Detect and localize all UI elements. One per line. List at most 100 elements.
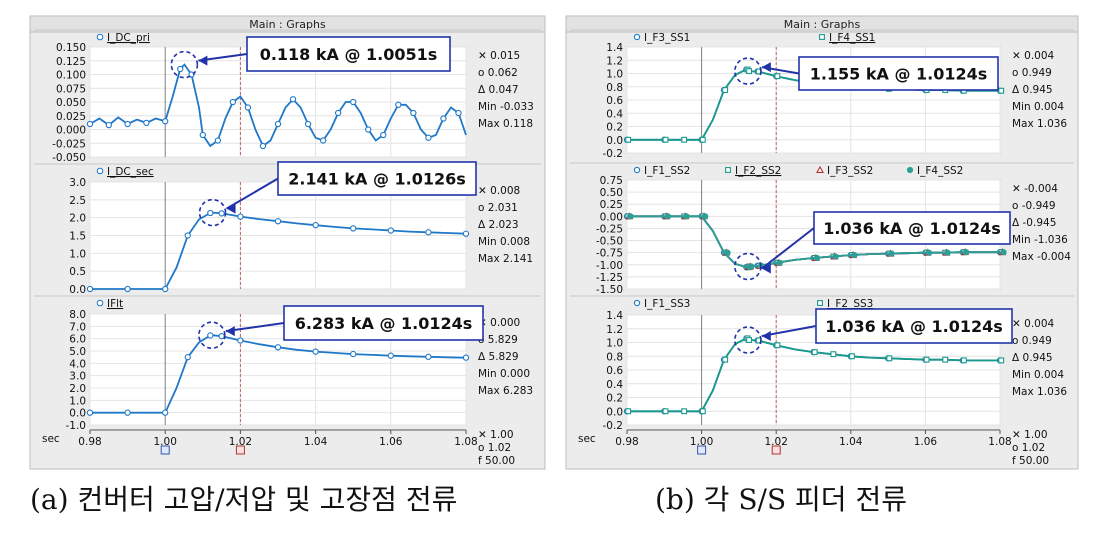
data-point bbox=[722, 87, 729, 94]
data-point bbox=[380, 131, 387, 139]
time-axis-unit: sec bbox=[42, 433, 60, 445]
y-tick-label: 6.0 bbox=[69, 334, 86, 346]
data-point bbox=[162, 118, 169, 125]
cursor-2-handle[interactable] bbox=[235, 445, 245, 455]
window-title: Main : Graphs bbox=[249, 18, 326, 31]
data-point bbox=[725, 167, 731, 173]
plot-b1: 1.41.2 1.00.80.60.4 0.20.0-0.2 I_F3_SS1 I_F4… bbox=[570, 29, 1074, 160]
data-point bbox=[849, 353, 855, 360]
data-point bbox=[662, 408, 669, 415]
cursor-1-handle[interactable] bbox=[697, 445, 707, 455]
data-point bbox=[664, 213, 672, 220]
readout-value: o 0.949 bbox=[1012, 335, 1052, 347]
plot-b2: 0.750.500.250.00-0.25-0.50-0.75-1.00-1.2… bbox=[570, 162, 1074, 296]
data-point bbox=[455, 109, 462, 117]
y-tick-label: 0.2 bbox=[606, 122, 623, 134]
data-point bbox=[425, 229, 432, 236]
y-tick-label: 0.25 bbox=[600, 199, 623, 211]
time-tick-label: 1.08 bbox=[988, 436, 1011, 448]
data-point bbox=[274, 344, 282, 351]
data-point bbox=[814, 254, 821, 262]
data-point bbox=[625, 136, 632, 143]
y-tick-label: 7.0 bbox=[69, 321, 86, 333]
data-point bbox=[425, 134, 432, 141]
y-tick-label: 0.5 bbox=[69, 266, 86, 278]
annotation-label: 1.155 kA @ 1.0124s bbox=[810, 65, 988, 84]
readout-value: Max 6.283 bbox=[478, 385, 533, 397]
data-point bbox=[633, 33, 641, 41]
time-tick-label: 1.08 bbox=[454, 436, 477, 448]
peak-marker-circle bbox=[734, 326, 762, 354]
time-tick-label: 1.00 bbox=[154, 436, 177, 448]
data-point bbox=[86, 285, 94, 293]
annotation-label: 0.118 kA @ 1.0051s bbox=[260, 45, 438, 64]
readout-value: o 0.062 bbox=[478, 67, 518, 79]
y-tick-label: 3.0 bbox=[69, 177, 86, 189]
time-tick-label: 0.98 bbox=[78, 436, 101, 448]
data-point bbox=[462, 230, 470, 237]
annotation-box bbox=[246, 36, 451, 72]
y-tick-label: 0.0 bbox=[606, 135, 623, 147]
data-point bbox=[237, 213, 244, 220]
data-point bbox=[244, 104, 252, 111]
y-tick-label: 1.0 bbox=[69, 248, 86, 260]
data-point bbox=[851, 251, 858, 259]
annotation-box bbox=[815, 308, 1013, 344]
peak-marker-circle bbox=[734, 252, 762, 281]
data-point bbox=[162, 285, 169, 293]
data-point bbox=[998, 357, 1005, 364]
y-tick-label: 0.025 bbox=[56, 111, 86, 123]
plot-a3: 8.07.06.05.04.03.02.01.00.0-1.0 IFlt ✕ 0.0… bbox=[34, 295, 541, 432]
annotation-label: 2.141 kA @ 1.0126s bbox=[288, 170, 466, 189]
legend-label: I_F2_SS3 bbox=[827, 298, 873, 310]
y-tick-label: 2.0 bbox=[69, 213, 86, 225]
data-point bbox=[963, 249, 970, 256]
y-tick-label: 0.4 bbox=[606, 379, 623, 391]
data-point bbox=[925, 249, 933, 256]
plot-a2: 3.0 2.5 2.0 1.5 1.0 0.5 0.0 I_DC_sec ✕ 0.008 o 2.… bbox=[34, 161, 541, 296]
data-point bbox=[462, 354, 470, 361]
readout-value: Δ 0.945 bbox=[1012, 352, 1053, 364]
cursor-2-handle[interactable] bbox=[771, 445, 781, 455]
cursor-1-handle[interactable] bbox=[160, 445, 170, 455]
data-point bbox=[830, 351, 837, 358]
time-readout: o 1.02 bbox=[1012, 442, 1045, 454]
data-point bbox=[387, 352, 394, 359]
time-readout: ✕ 1.00 bbox=[1012, 429, 1048, 441]
readout-value: Δ -0.945 bbox=[1012, 217, 1056, 229]
data-point bbox=[207, 209, 214, 217]
readout-value: ✕ 0.004 bbox=[1012, 50, 1055, 62]
readout-value: Max 2.141 bbox=[478, 253, 533, 265]
data-point bbox=[387, 227, 394, 234]
y-tick-label: 1.0 bbox=[606, 69, 623, 81]
data-point bbox=[319, 137, 327, 144]
data-point bbox=[350, 225, 357, 232]
data-point bbox=[124, 120, 131, 128]
legend-marker bbox=[96, 167, 104, 175]
data-point bbox=[724, 249, 731, 256]
y-tick-label: -0.50 bbox=[596, 236, 623, 248]
legend-label: I_F4_SS1 bbox=[829, 32, 875, 44]
legend-label: IFlt bbox=[107, 298, 123, 310]
data-point bbox=[681, 136, 688, 143]
readout-value: Max 0.118 bbox=[478, 118, 533, 130]
data-point bbox=[625, 408, 632, 415]
y-tick-label: -1.00 bbox=[596, 260, 623, 272]
data-point bbox=[143, 119, 150, 127]
peak-marker-circle bbox=[198, 198, 227, 227]
data-point bbox=[662, 136, 669, 143]
y-tick-label: 0.150 bbox=[56, 42, 86, 54]
y-tick-label: 0.6 bbox=[606, 365, 623, 377]
y-tick-label: 0.075 bbox=[56, 83, 86, 95]
time-readout: o 1.02 bbox=[478, 442, 511, 454]
time-tick-label: 1.02 bbox=[765, 436, 788, 448]
y-tick-label: 0.00 bbox=[600, 211, 623, 223]
data-point bbox=[289, 96, 297, 103]
data-point bbox=[627, 213, 634, 220]
annotation-arrowhead bbox=[198, 55, 208, 66]
data-point bbox=[722, 356, 729, 363]
time-axis-unit: sec bbox=[578, 433, 596, 445]
peak-marker-circle bbox=[170, 50, 199, 79]
y-tick-label: 2.0 bbox=[69, 383, 86, 395]
data-point bbox=[199, 131, 206, 139]
